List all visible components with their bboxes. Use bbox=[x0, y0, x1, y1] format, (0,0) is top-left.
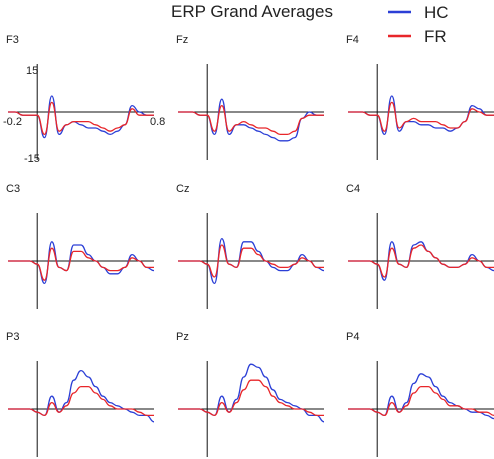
panel-pz-series-fr bbox=[178, 379, 324, 417]
panel-label-fz: Fz bbox=[176, 34, 188, 46]
panel-p3-series-fr bbox=[8, 385, 154, 417]
panel-cz-series-fr bbox=[178, 244, 324, 278]
x-max-label: 0.8 bbox=[150, 116, 165, 128]
panel-f3-series-fr bbox=[8, 101, 154, 136]
panel-p3: P3 bbox=[6, 331, 155, 457]
panel-fz-series-fr bbox=[178, 104, 324, 136]
panel-f4: F4 bbox=[346, 34, 494, 160]
panel-cz: Cz bbox=[176, 183, 325, 309]
panel-p4: P4 bbox=[346, 331, 494, 457]
panel-f4-series-fr bbox=[348, 101, 494, 132]
panel-f3: F3 bbox=[6, 34, 154, 160]
panel-label-f3: F3 bbox=[6, 34, 19, 46]
panel-c3: C3 bbox=[6, 183, 155, 309]
y-min-label: -15 bbox=[24, 153, 40, 165]
panel-label-cz: Cz bbox=[176, 183, 189, 195]
panel-c4: C4 bbox=[346, 183, 494, 309]
panel-label-pz: Pz bbox=[176, 331, 189, 343]
panel-fz: Fz bbox=[176, 34, 324, 160]
panel-label-c4: C4 bbox=[346, 183, 360, 195]
panel-p4-series-hc bbox=[348, 373, 494, 420]
panel-label-c3: C3 bbox=[6, 183, 20, 195]
panel-label-p3: P3 bbox=[6, 331, 19, 343]
panel-label-f4: F4 bbox=[346, 34, 359, 46]
legend-label-fr: FR bbox=[424, 27, 447, 46]
panel-c3-series-hc bbox=[8, 241, 155, 285]
panel-c3-series-fr bbox=[8, 247, 154, 281]
panel-pz: Pz bbox=[176, 331, 325, 457]
panel-fz-series-hc bbox=[178, 98, 324, 142]
panel-label-p4: P4 bbox=[346, 331, 359, 343]
legend: HC FR bbox=[388, 3, 449, 46]
legend-label-hc: HC bbox=[424, 3, 449, 22]
panel-c4-series-fr bbox=[348, 244, 494, 278]
panel-f3-series-hc bbox=[8, 95, 154, 139]
panel-p4-series-fr bbox=[348, 385, 494, 417]
x-min-label: -0.2 bbox=[3, 116, 22, 128]
chart-title: ERP Grand Averages bbox=[171, 2, 333, 21]
panel-pz-series-hc bbox=[178, 363, 325, 423]
axis-annotations: 15 -0.2 0.8 -15 bbox=[3, 65, 165, 165]
panel-p3-series-hc bbox=[8, 369, 155, 423]
y-max-label: 15 bbox=[26, 65, 38, 77]
panels: F3 Fz F4 C3 Cz C4 P3 Pz P4 bbox=[6, 34, 494, 457]
